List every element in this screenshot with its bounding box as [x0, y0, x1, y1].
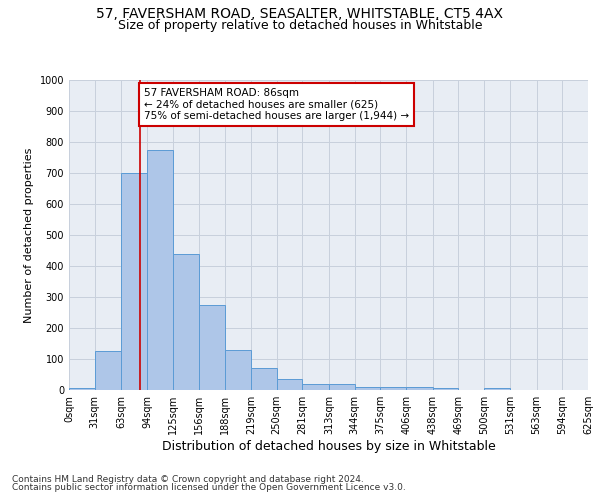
- Bar: [121, 173, 147, 390]
- Bar: [355, 387, 380, 390]
- Text: 57 FAVERSHAM ROAD: 86sqm
← 24% of detached houses are smaller (625)
75% of semi-: 57 FAVERSHAM ROAD: 86sqm ← 24% of detach…: [144, 88, 409, 121]
- Bar: [95, 351, 121, 390]
- Text: Contains public sector information licensed under the Open Government Licence v3: Contains public sector information licen…: [12, 484, 406, 492]
- Text: 57, FAVERSHAM ROAD, SEASALTER, WHITSTABLE, CT5 4AX: 57, FAVERSHAM ROAD, SEASALTER, WHITSTABL…: [97, 8, 503, 22]
- Bar: [433, 388, 458, 390]
- Bar: [277, 379, 302, 390]
- Bar: [147, 150, 173, 390]
- Text: Contains HM Land Registry data © Crown copyright and database right 2024.: Contains HM Land Registry data © Crown c…: [12, 474, 364, 484]
- Bar: [225, 350, 251, 390]
- Y-axis label: Number of detached properties: Number of detached properties: [24, 148, 34, 322]
- Text: Size of property relative to detached houses in Whitstable: Size of property relative to detached ho…: [118, 18, 482, 32]
- Bar: [380, 387, 406, 390]
- Bar: [406, 387, 433, 390]
- X-axis label: Distribution of detached houses by size in Whitstable: Distribution of detached houses by size …: [161, 440, 496, 453]
- Bar: [484, 388, 510, 390]
- Bar: [302, 384, 329, 390]
- Bar: [173, 254, 199, 390]
- Bar: [69, 388, 95, 390]
- Bar: [199, 304, 225, 390]
- Bar: [251, 368, 277, 390]
- Bar: [329, 384, 355, 390]
